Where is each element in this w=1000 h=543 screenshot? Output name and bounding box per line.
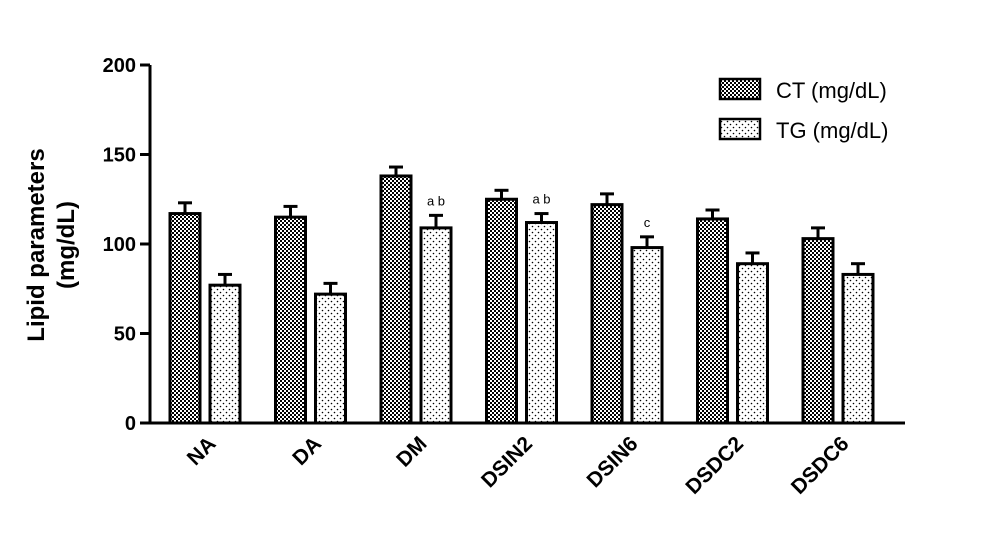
x-tick-label: DA xyxy=(288,432,326,470)
bar-na-tg xyxy=(208,283,242,425)
bars xyxy=(168,165,875,425)
significance-annotation: c xyxy=(644,215,651,230)
bar-dsin6-ct xyxy=(590,203,624,425)
y-tick-label: 50 xyxy=(114,324,136,346)
y-tick-label: 100 xyxy=(103,234,136,256)
bar-dsin2-tg xyxy=(525,221,558,425)
y-axis-title-line: (mg/dL) xyxy=(53,201,80,289)
y-tick-label: 0 xyxy=(125,413,136,435)
x-tick-label: NA xyxy=(183,432,221,470)
significance-annotation: a b xyxy=(427,193,445,208)
legend-label-ct: CT (mg/dL) xyxy=(776,78,887,103)
y-axis-title-line: Lipid parameters xyxy=(23,148,50,341)
y-axis-title: Lipid parameters (mg/dL) xyxy=(23,148,80,341)
bar-da-ct xyxy=(274,215,307,425)
legend: CT (mg/dL) TG (mg/dL) xyxy=(718,77,888,143)
bar-dm-tg xyxy=(419,226,453,425)
bar-dsdc6-ct xyxy=(801,237,835,425)
annotations: a b a b c xyxy=(427,192,651,230)
legend-swatch-tg xyxy=(718,117,762,141)
legend-label-tg: TG (mg/dL) xyxy=(776,118,888,143)
x-tick-label: DSIN6 xyxy=(583,432,643,492)
y-tick-label: 200 xyxy=(103,55,136,77)
x-tick-label: DSDC6 xyxy=(787,432,854,499)
significance-annotation: a b xyxy=(532,192,550,207)
x-tick-labels: NA DA DM DSIN2 DSIN6 DSDC2 DSDC6 xyxy=(183,432,854,499)
bar-dsin2-ct xyxy=(485,197,518,425)
x-tick-label: DSIN2 xyxy=(477,432,537,492)
y-tick-label: 150 xyxy=(103,145,136,167)
legend-swatch-ct xyxy=(718,77,762,101)
bar-dsdc2-ct xyxy=(696,217,729,425)
bar-dm-ct xyxy=(379,174,413,425)
bar-dsdc2-tg xyxy=(736,262,769,425)
bar-dsin6-tg xyxy=(630,246,664,425)
bar-na-ct xyxy=(168,212,202,425)
bar-dsdc6-tg xyxy=(841,272,875,425)
x-tick-label: DSDC2 xyxy=(681,432,748,499)
x-tick-label: DM xyxy=(392,432,431,471)
bar-da-tg xyxy=(314,292,347,425)
